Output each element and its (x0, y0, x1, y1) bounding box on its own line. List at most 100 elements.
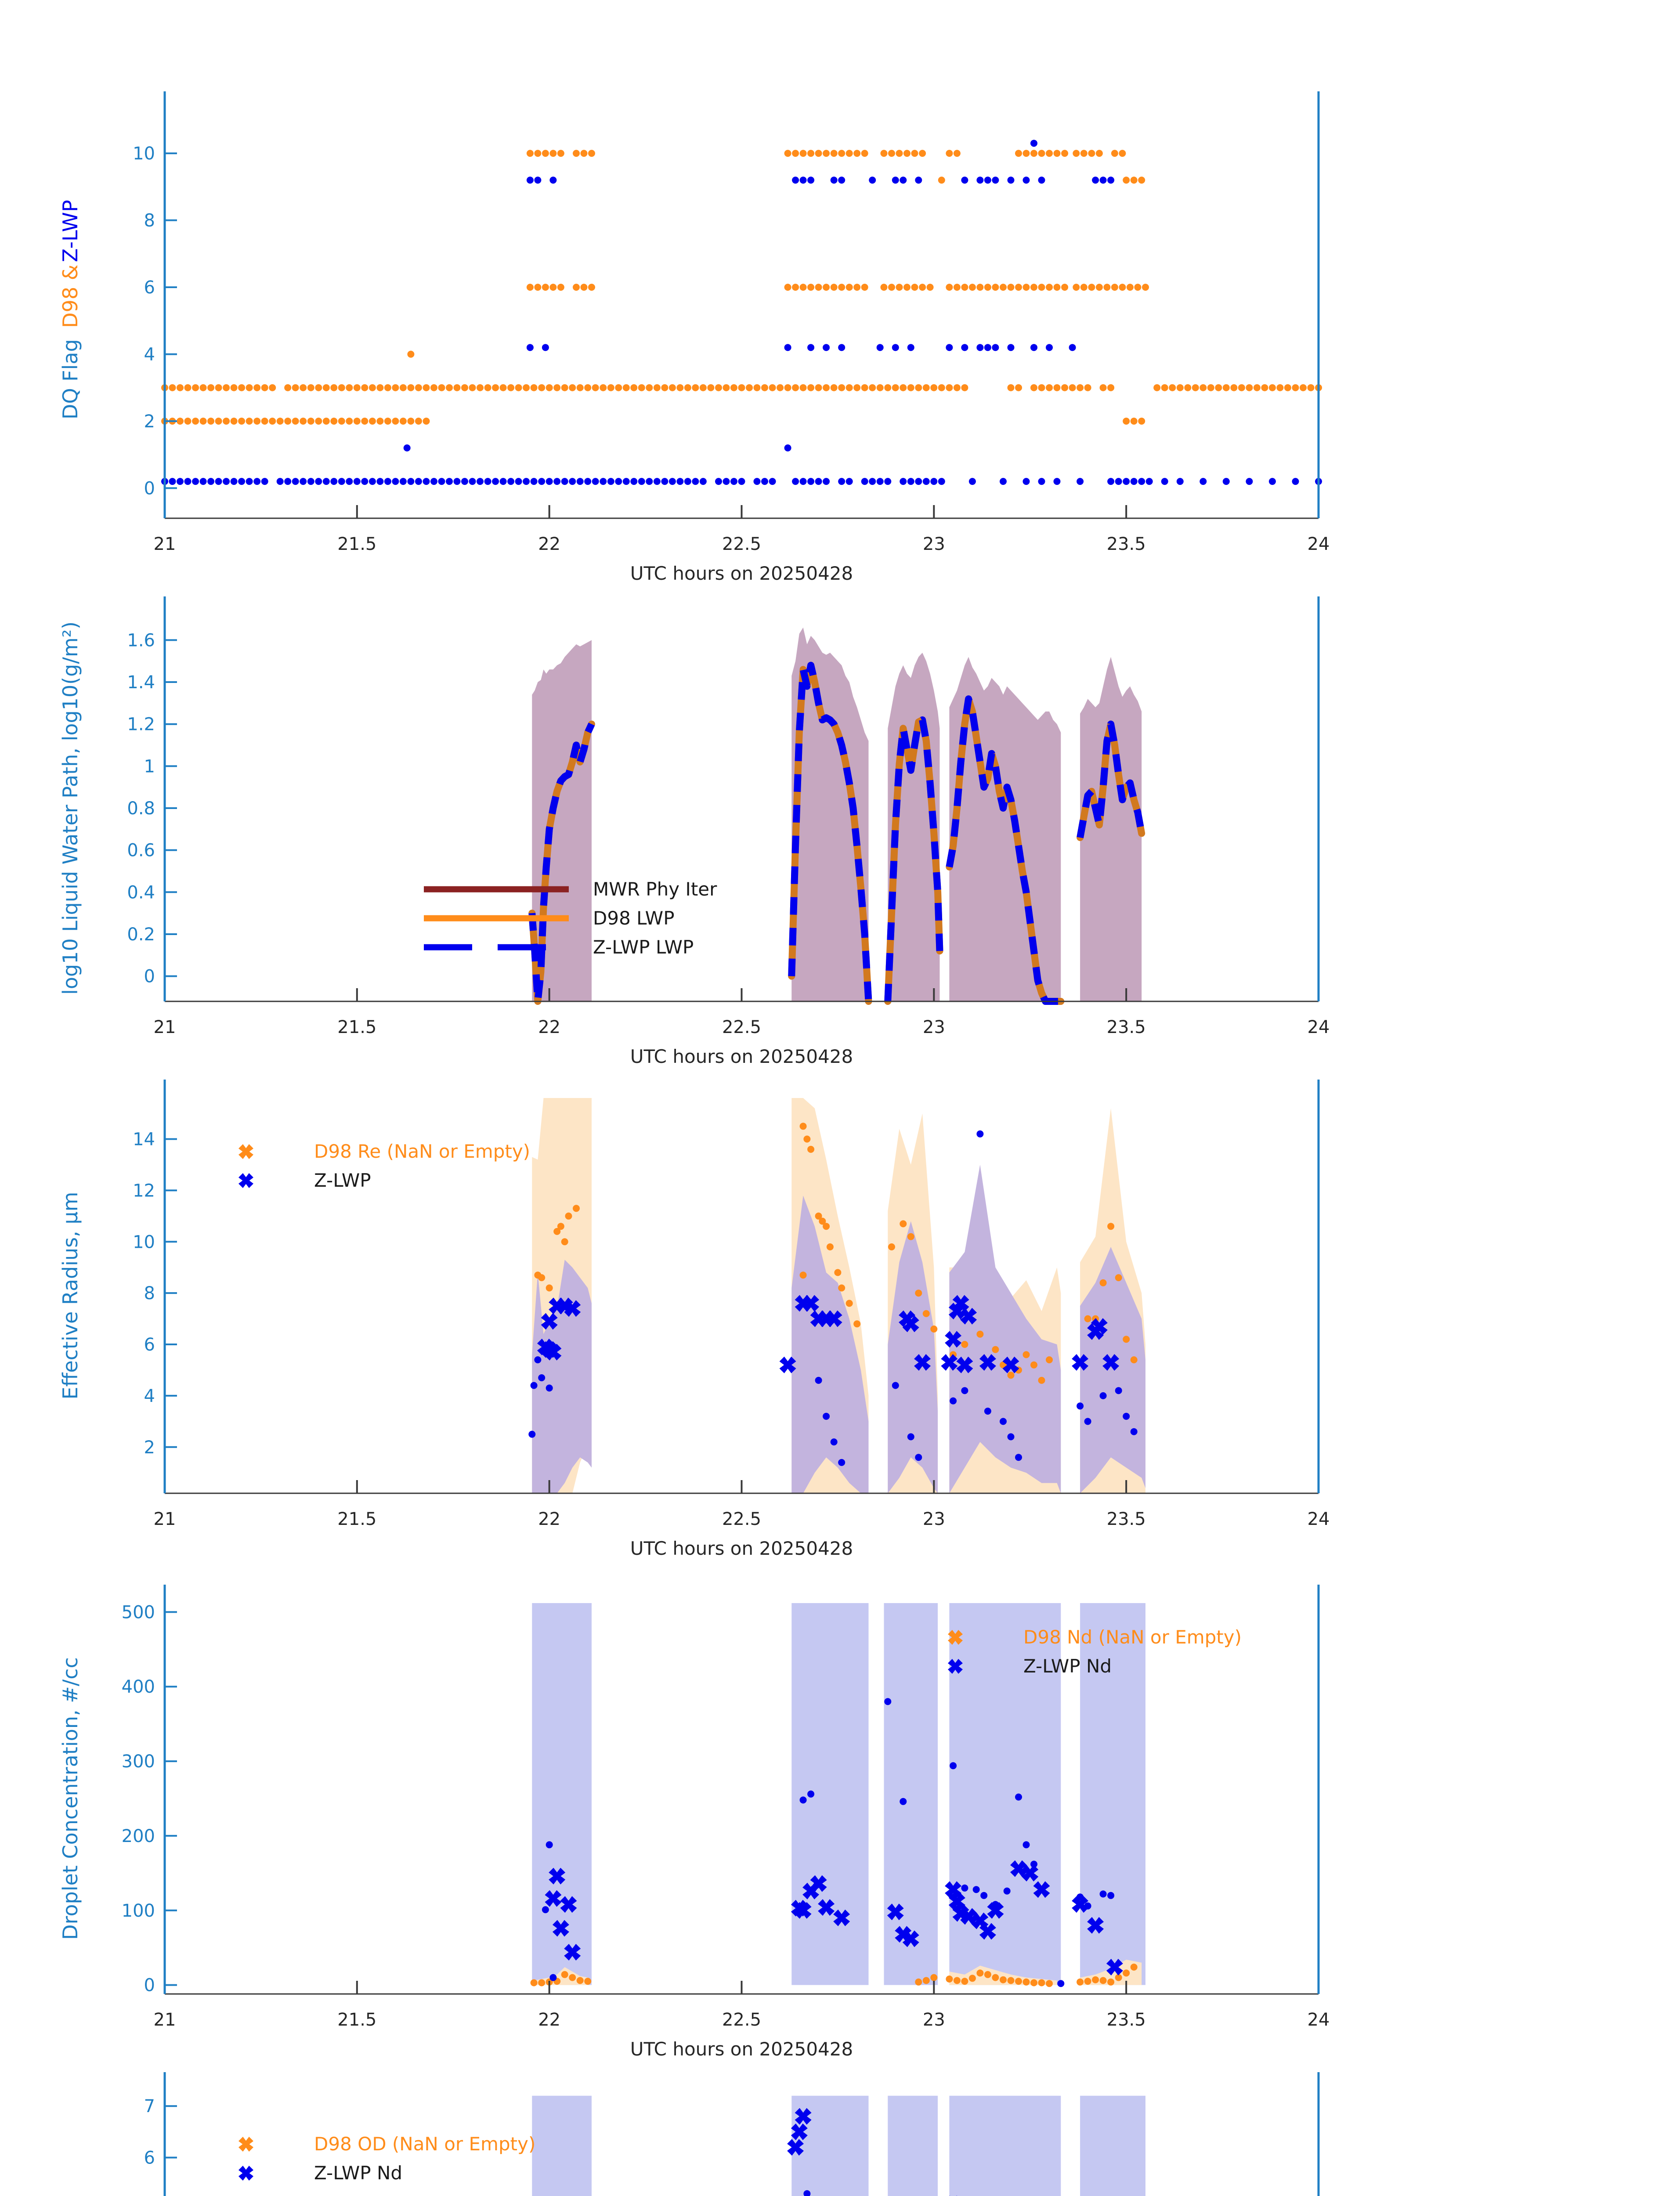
data-point (1007, 1372, 1015, 1379)
data-point (199, 478, 207, 485)
data-point (546, 1384, 553, 1392)
data-point (946, 344, 953, 351)
data-point (1099, 177, 1107, 184)
y-axis-label: DQ Flag D98 & Z-LWP (58, 200, 82, 419)
data-point (792, 284, 799, 291)
data-point (684, 384, 691, 391)
data-point (1088, 150, 1095, 157)
data-point (769, 384, 776, 391)
data-point (361, 478, 369, 485)
data-point (215, 384, 222, 391)
uncertainty-band (888, 2095, 938, 2196)
data-point (1115, 1274, 1122, 1282)
data-point (807, 384, 815, 391)
data-point (907, 478, 914, 485)
data-point (215, 478, 222, 485)
data-point (980, 1892, 988, 1899)
data-point (926, 284, 934, 291)
uncertainty-band (532, 1098, 592, 1493)
data-marker-x (802, 1295, 820, 1312)
data-point (784, 344, 791, 351)
data-point (322, 417, 330, 425)
y-tick-label: 0.4 (127, 882, 155, 903)
data-point (538, 478, 546, 485)
y-tick-label: 0.6 (127, 841, 155, 861)
data-point (807, 344, 815, 351)
data-point (915, 1289, 922, 1297)
data-point (1022, 284, 1030, 291)
data-point (561, 384, 568, 391)
data-point (961, 1341, 968, 1348)
data-point (592, 478, 599, 485)
data-point (534, 284, 542, 291)
uncertainty-band (791, 2095, 869, 2196)
data-point (961, 384, 968, 391)
data-marker-x (1010, 1860, 1027, 1877)
data-point (307, 478, 314, 485)
data-point (553, 478, 561, 485)
data-point (1099, 1890, 1107, 1898)
data-point (592, 384, 599, 391)
data-point (984, 284, 991, 291)
data-point (1053, 384, 1061, 391)
x-tick-label: 24 (1308, 534, 1330, 554)
data-point (184, 417, 191, 425)
data-point (861, 284, 868, 291)
data-point (261, 478, 268, 485)
data-point (1030, 284, 1037, 291)
data-point (880, 150, 888, 157)
data-point (230, 417, 238, 425)
data-point (884, 384, 892, 391)
data-point (1022, 478, 1030, 485)
data-point (1192, 384, 1199, 391)
y-tick-label: 400 (122, 1677, 155, 1697)
uncertainty-band (534, 1967, 588, 1985)
data-point (223, 478, 230, 485)
data-point (707, 384, 715, 391)
data-point (330, 417, 338, 425)
data-point (903, 150, 910, 157)
data-point (792, 177, 799, 184)
data-point (557, 150, 564, 157)
data-point (911, 150, 918, 157)
x-tick-label: 21 (154, 2010, 176, 2030)
data-point (546, 478, 553, 485)
data-point (823, 344, 830, 351)
data-point (569, 1974, 576, 1981)
data-point (1138, 417, 1145, 425)
data-point (900, 478, 907, 485)
y-tick-label: 0.8 (127, 798, 155, 819)
data-point (369, 478, 376, 485)
data-point (1038, 177, 1045, 184)
data-point (799, 1271, 807, 1279)
data-point (819, 1217, 826, 1225)
data-point (976, 177, 984, 184)
uncertainty-band (949, 1603, 1061, 1985)
data-point (1077, 1978, 1084, 1986)
data-point (1077, 478, 1084, 485)
data-point (815, 150, 822, 157)
data-point (815, 384, 822, 391)
data-point (246, 384, 253, 391)
data-point (961, 1387, 968, 1394)
y-axis-label-part: DQ Flag (58, 339, 82, 419)
data-point (207, 478, 215, 485)
data-point (838, 177, 845, 184)
data-point (950, 1351, 957, 1358)
data-point (1015, 1366, 1022, 1374)
data-point (542, 150, 549, 157)
data-point (1077, 1402, 1084, 1410)
data-point (799, 1796, 807, 1804)
data-point (799, 384, 807, 391)
data-point (845, 384, 853, 391)
data-point (1022, 1841, 1030, 1849)
data-point (253, 384, 261, 391)
data-point (823, 478, 830, 485)
data-point (807, 150, 815, 157)
legend-label: Z-LWP (314, 1170, 371, 1191)
data-point (853, 384, 861, 391)
x-tick-label: 21 (154, 534, 176, 554)
data-point (823, 1223, 830, 1230)
data-point (553, 1228, 561, 1235)
data-point (853, 284, 861, 291)
